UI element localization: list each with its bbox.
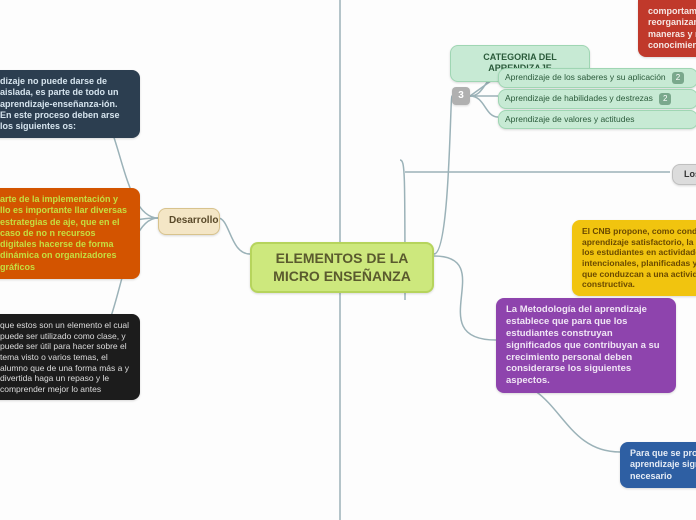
bottom-significativo-text: Para que se produzca un aprendizaje sign…: [630, 448, 696, 481]
sub-habilidades-label: Aprendizaje de habilidades y destrezas: [505, 93, 653, 103]
top-behavior-text: comportamientos se reorganizan en nuevas…: [648, 6, 696, 50]
left-process-text: dizaje no puede darse de aislada, es par…: [0, 76, 120, 131]
metodologia-text: La Metodología del aprendizaje establece…: [506, 304, 660, 386]
node-desarrollo[interactable]: Desarrollo: [158, 208, 220, 235]
node-sub-habilidades[interactable]: Aprendizaje de habilidades y destrezas 2: [498, 89, 696, 109]
badge-icon: 2: [672, 72, 684, 84]
node-sub-valores[interactable]: Aprendizaje de valores y actitudes: [498, 110, 696, 129]
center-label: ELEMENTOS DE LA MICRO ENSEÑANZA: [273, 250, 411, 284]
node-metodologia[interactable]: La Metodología del aprendizaje establece…: [496, 298, 676, 393]
node-count-3[interactable]: 3: [452, 87, 470, 105]
node-cnb[interactable]: El CNB propone, como condición para un a…: [572, 220, 696, 296]
center-topic[interactable]: ELEMENTOS DE LA MICRO ENSEÑANZA: [250, 242, 434, 293]
badge-icon: 2: [659, 93, 671, 105]
cnb-text: El CNB propone, como condición para un a…: [582, 226, 696, 289]
node-los[interactable]: Los: [672, 164, 696, 185]
node-sub-saberes[interactable]: Aprendizaje de los saberes y su aplicaci…: [498, 68, 696, 88]
los-label: Los: [684, 169, 696, 179]
node-left-process[interactable]: dizaje no puede darse de aislada, es par…: [0, 70, 140, 138]
count-3-label: 3: [458, 90, 464, 101]
node-top-behavior[interactable]: comportamientos se reorganizan en nuevas…: [638, 0, 696, 57]
node-bottom-significativo[interactable]: Para que se produzca un aprendizaje sign…: [620, 442, 696, 488]
node-left-element[interactable]: que estos son un elemento el cual puede …: [0, 314, 140, 400]
node-left-strategies[interactable]: arte de la implementación y llo es impor…: [0, 188, 140, 279]
desarrollo-label: Desarrollo: [169, 215, 218, 226]
sub-valores-label: Aprendizaje de valores y actitudes: [505, 114, 634, 124]
left-strategies-text: arte de la implementación y llo es impor…: [0, 194, 127, 272]
left-element-text: que estos son un elemento el cual puede …: [0, 320, 129, 394]
sub-saberes-label: Aprendizaje de los saberes y su aplicaci…: [505, 72, 666, 82]
